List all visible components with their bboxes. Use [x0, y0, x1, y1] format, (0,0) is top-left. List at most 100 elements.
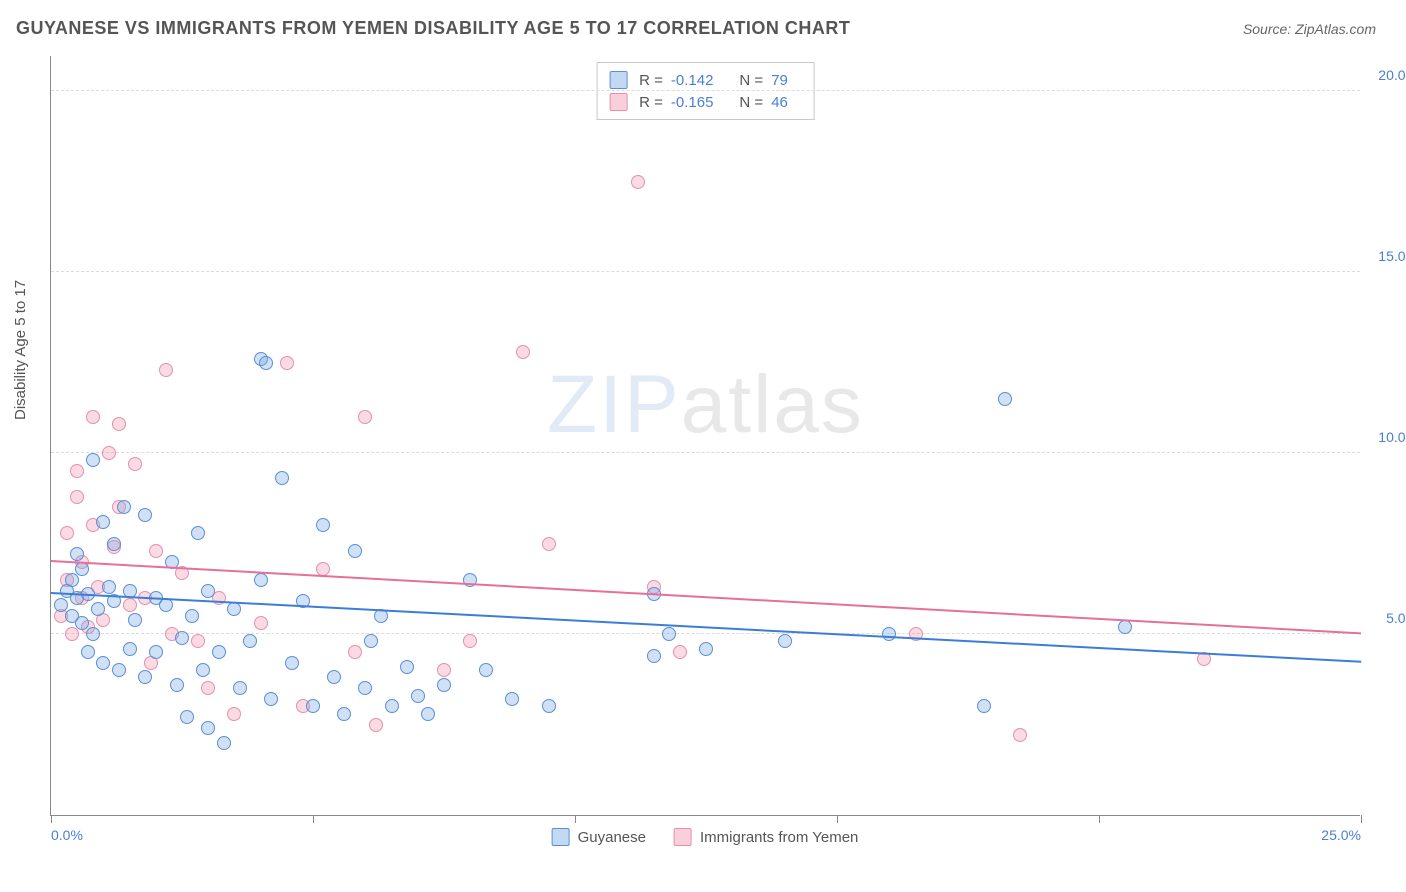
x-tick [1361, 815, 1362, 823]
scatter-point [123, 642, 137, 656]
plot-area: ZIPatlas R =-0.142N =79R =-0.165N =46 5.… [50, 56, 1360, 816]
scatter-point [285, 656, 299, 670]
scatter-point [385, 699, 399, 713]
legend-label: Immigrants from Yemen [700, 829, 858, 846]
scatter-point [882, 627, 896, 641]
scatter-point [117, 500, 131, 514]
scatter-point [91, 602, 105, 616]
r-value: -0.142 [671, 72, 714, 89]
scatter-point [86, 627, 100, 641]
scatter-point [70, 547, 84, 561]
scatter-point [81, 645, 95, 659]
scatter-point [647, 649, 661, 663]
x-tick [51, 815, 52, 823]
scatter-point [191, 634, 205, 648]
scatter-point [185, 609, 199, 623]
scatter-point [358, 681, 372, 695]
chart-title: GUYANESE VS IMMIGRANTS FROM YEMEN DISABI… [16, 18, 850, 39]
watermark-thin: atlas [681, 359, 864, 450]
gridline [51, 452, 1360, 453]
scatter-point [123, 598, 137, 612]
scatter-point [149, 645, 163, 659]
scatter-point [348, 645, 362, 659]
scatter-point [196, 663, 210, 677]
scatter-point [348, 544, 362, 558]
scatter-point [254, 573, 268, 587]
x-tick-label: 0.0% [51, 827, 83, 843]
x-tick [575, 815, 576, 823]
scatter-point [70, 464, 84, 478]
scatter-point [662, 627, 676, 641]
source-label: Source: ZipAtlas.com [1243, 21, 1376, 37]
scatter-point [70, 490, 84, 504]
scatter-point [280, 356, 294, 370]
scatter-point [437, 678, 451, 692]
scatter-point [505, 692, 519, 706]
scatter-point [102, 446, 116, 460]
scatter-point [170, 678, 184, 692]
scatter-point [542, 537, 556, 551]
scatter-point [275, 471, 289, 485]
scatter-point [138, 508, 152, 522]
n-value: 79 [771, 72, 788, 89]
r-label: R = [639, 72, 663, 89]
scatter-point [65, 573, 79, 587]
scatter-point [516, 345, 530, 359]
legend-item: Guyanese [552, 828, 646, 846]
scatter-point [128, 613, 142, 627]
scatter-point [86, 453, 100, 467]
scatter-point [138, 670, 152, 684]
scatter-point [227, 707, 241, 721]
scatter-point [102, 580, 116, 594]
scatter-point [159, 363, 173, 377]
scatter-point [65, 627, 79, 641]
scatter-point [1118, 620, 1132, 634]
scatter-point [411, 689, 425, 703]
scatter-point [96, 515, 110, 529]
scatter-point [259, 356, 273, 370]
x-tick-label: 25.0% [1321, 827, 1361, 843]
scatter-point [998, 392, 1012, 406]
y-tick-label: 5.0% [1386, 610, 1406, 626]
scatter-point [673, 645, 687, 659]
scatter-point [243, 634, 257, 648]
scatter-point [112, 663, 126, 677]
scatter-point [96, 656, 110, 670]
scatter-point [201, 584, 215, 598]
scatter-point [337, 707, 351, 721]
scatter-point [175, 631, 189, 645]
n-value: 46 [771, 94, 788, 111]
scatter-point [631, 175, 645, 189]
x-tick [837, 815, 838, 823]
scatter-point [479, 663, 493, 677]
gridline [51, 271, 1360, 272]
scatter-point [977, 699, 991, 713]
r-value: -0.165 [671, 94, 714, 111]
scatter-point [254, 616, 268, 630]
scatter-point [437, 663, 451, 677]
scatter-point [400, 660, 414, 674]
watermark-bold: ZIP [547, 359, 681, 450]
scatter-point [201, 681, 215, 695]
scatter-point [107, 537, 121, 551]
legend-item: Immigrants from Yemen [674, 828, 858, 846]
scatter-point [463, 634, 477, 648]
swatch-icon [674, 828, 692, 846]
scatter-point [212, 645, 226, 659]
scatter-point [112, 417, 126, 431]
x-tick [1099, 815, 1100, 823]
y-tick-label: 10.0% [1378, 429, 1406, 445]
scatter-point [60, 526, 74, 540]
scatter-point [358, 410, 372, 424]
legend-label: Guyanese [578, 829, 646, 846]
scatter-point [316, 518, 330, 532]
y-axis-label: Disability Age 5 to 17 [12, 280, 29, 420]
scatter-point [421, 707, 435, 721]
scatter-point [149, 544, 163, 558]
stat-row: R =-0.142N =79 [609, 69, 802, 91]
y-tick-label: 20.0% [1378, 67, 1406, 83]
scatter-point [778, 634, 792, 648]
scatter-point [542, 699, 556, 713]
scatter-point [191, 526, 205, 540]
scatter-point [201, 721, 215, 735]
